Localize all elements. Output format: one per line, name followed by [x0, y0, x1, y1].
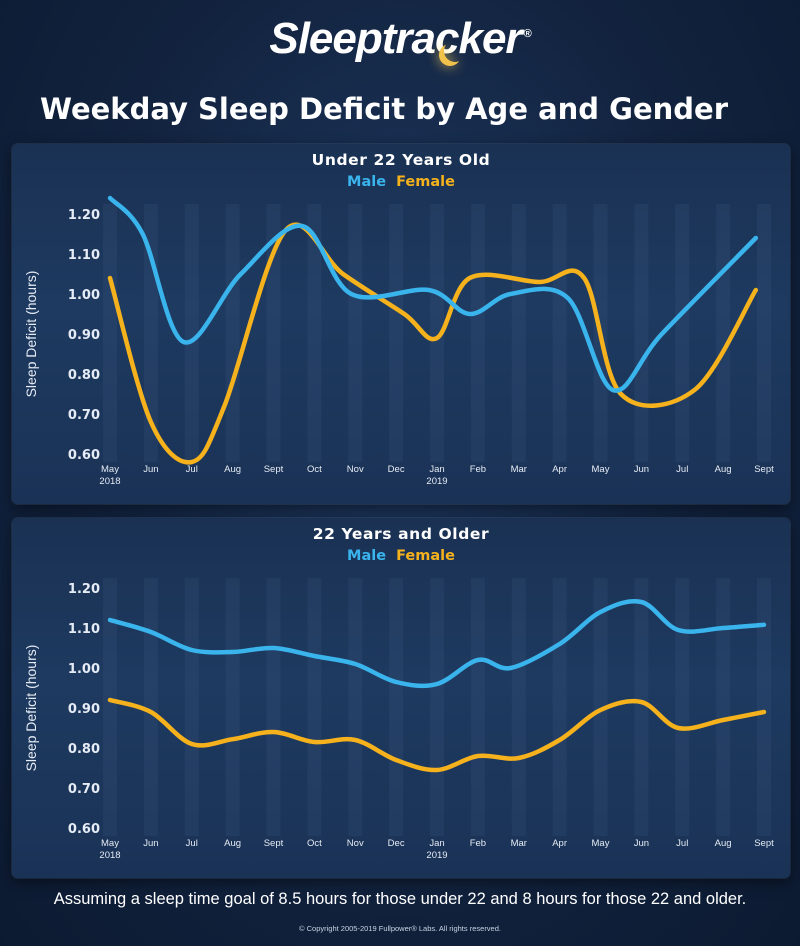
y-tick-label: 0.90 — [68, 328, 100, 343]
chart-legend: Male Female — [347, 174, 455, 190]
x-tick-label: May — [592, 838, 610, 849]
x-tick-label: Jan — [429, 838, 444, 849]
page-title: Weekday Sleep Deficit by Age and Gender — [40, 92, 728, 126]
chart-title: Under 22 Years Old — [312, 151, 491, 169]
crescent-moon-icon — [444, 40, 466, 62]
series-line-male — [107, 195, 759, 393]
series-line-female — [107, 697, 767, 773]
chart-22-and-older: 22 Years and Older Male Female 0.60 0.70 0.80… — [23, 525, 774, 861]
logo-text: Sleeptracker ® — [269, 14, 532, 64]
legend-entry-female: Female — [396, 548, 455, 564]
y-tick-label: 1.00 — [68, 662, 100, 677]
y-axis-label: Sleep Deficit (hours) — [23, 271, 39, 398]
x-tick-year: 2019 — [426, 476, 447, 487]
x-tick-label: Aug — [715, 838, 732, 849]
logo-trademark: ® — [523, 28, 532, 41]
x-tick-label: May — [592, 464, 610, 475]
chart-panel-under-22: Under 22 Years Old Male Female 0.60 0.70 0.80… — [12, 144, 790, 504]
x-tick-label: Apr — [552, 464, 567, 475]
x-tick-label: Oct — [307, 464, 322, 475]
logo-wordmark: Sleeptracker — [269, 14, 522, 63]
legend-entry-male: Male — [347, 548, 386, 564]
x-tick-label: Jul — [186, 464, 198, 475]
x-tick-label: Jun — [143, 464, 158, 475]
x-tick-label: Feb — [470, 464, 486, 475]
x-tick-label: May — [101, 838, 119, 849]
chart-panel-22-and-older: 22 Years and Older Male Female 0.60 0.70 0.80… — [12, 518, 790, 878]
chart-legend: Male Female — [347, 548, 455, 564]
x-tick-label: Mar — [511, 838, 527, 849]
x-tick-label: Sept — [754, 838, 774, 849]
x-tick-label: Jan — [429, 464, 444, 475]
x-tick-year: 2018 — [99, 476, 120, 487]
x-tick-label: Dec — [388, 464, 405, 475]
x-tick-label: Sept — [264, 838, 284, 849]
x-tick-label: Jun — [634, 838, 649, 849]
y-tick-label: 0.70 — [68, 782, 100, 797]
y-tick-label: 0.90 — [68, 702, 100, 717]
logo: Sleeptracker ® — [0, 8, 800, 70]
legend-entry-male: Male — [347, 174, 386, 190]
y-tick-label: 1.10 — [68, 622, 100, 637]
x-tick-year: 2018 — [99, 850, 120, 861]
x-tick-label: Dec — [388, 838, 405, 849]
y-tick-label: 0.60 — [68, 822, 100, 837]
copyright: © Copyright 2005-2019 Fullpower® Labs. A… — [299, 924, 501, 933]
y-tick-label: 0.60 — [68, 448, 100, 463]
y-axis-label: Sleep Deficit (hours) — [23, 645, 39, 772]
x-tick-label: May — [101, 464, 119, 475]
y-tick-label: 1.20 — [68, 582, 100, 597]
x-tick-year: 2019 — [426, 850, 447, 861]
x-tick-label: Sept — [264, 464, 284, 475]
x-tick-label: Nov — [347, 464, 364, 475]
x-tick-label: Jul — [186, 838, 198, 849]
legend-entry-female: Female — [396, 174, 455, 190]
chart-under-22: Under 22 Years Old Male Female 0.60 0.70 0.80… — [23, 151, 774, 487]
x-tick-label: Mar — [511, 464, 527, 475]
x-tick-label: Oct — [307, 838, 322, 849]
footnote: Assuming a sleep time goal of 8.5 hours … — [53, 890, 747, 908]
x-tick-label: Aug — [224, 838, 241, 849]
x-tick-label: Feb — [470, 838, 486, 849]
y-tick-label: 0.80 — [68, 742, 100, 757]
y-tick-label: 1.10 — [68, 248, 100, 263]
series-line-male — [107, 599, 767, 689]
x-tick-label: Aug — [224, 464, 241, 475]
x-tick-label: Sept — [754, 464, 774, 475]
x-tick-label: Jul — [676, 838, 688, 849]
x-tick-label: Jun — [143, 838, 158, 849]
y-tick-label: 1.20 — [68, 208, 100, 223]
y-tick-label: 0.70 — [68, 408, 100, 423]
x-tick-label: Nov — [347, 838, 364, 849]
chart-title: 22 Years and Older — [313, 525, 490, 543]
y-tick-label: 1.00 — [68, 288, 100, 303]
x-tick-label: Apr — [552, 838, 567, 849]
x-tick-label: Jul — [676, 464, 688, 475]
y-tick-label: 0.80 — [68, 368, 100, 383]
x-tick-label: Jun — [634, 464, 649, 475]
x-tick-label: Aug — [715, 464, 732, 475]
